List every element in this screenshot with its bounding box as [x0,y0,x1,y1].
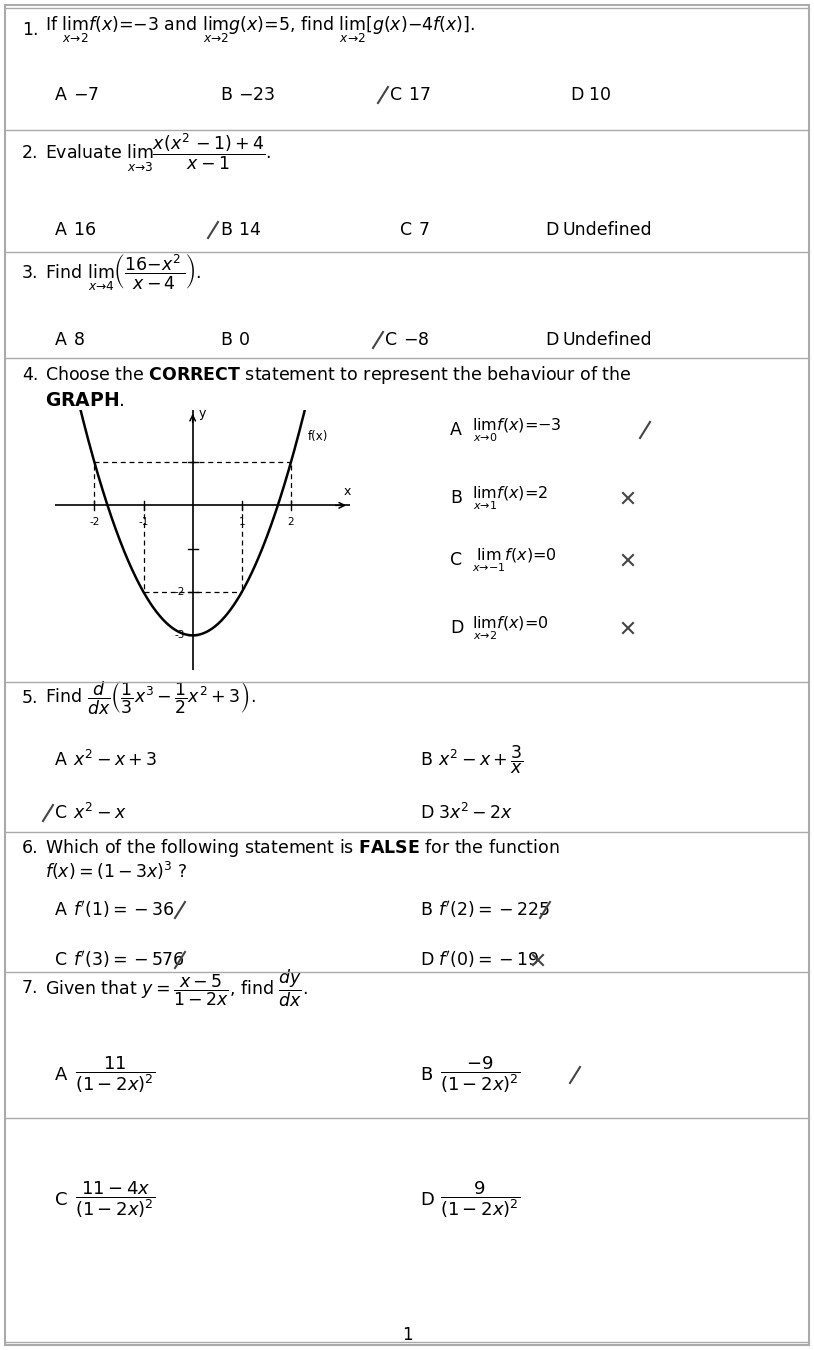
Text: C: C [55,805,67,822]
Text: $8$: $8$ [73,331,85,350]
Text: $\mathbf{GRAPH}$.: $\mathbf{GRAPH}$. [45,390,125,409]
Text: $-7$: $-7$ [73,86,99,104]
Text: 1: 1 [239,517,245,528]
Text: $-8$: $-8$ [403,331,429,350]
Text: $f(x) = (1-3x)^3$ ?: $f(x) = (1-3x)^3$ ? [45,860,187,882]
Text: Given that $y = \dfrac{x-5}{1-2x}$, find $\dfrac{dy}{dx}$.: Given that $y = \dfrac{x-5}{1-2x}$, find… [45,968,308,1008]
Text: A: A [55,221,67,239]
Text: $17$: $17$ [408,86,431,104]
Text: Which of the following statement is $\mathbf{FALSE}$ for the function: Which of the following statement is $\ma… [45,837,560,859]
Text: $f'(1) = -36$: $f'(1) = -36$ [73,899,175,921]
Text: $x^2 - x$: $x^2 - x$ [73,803,126,824]
Text: D: D [545,331,558,350]
Text: A: A [55,331,67,350]
Text: B: B [450,489,462,508]
Text: 7.: 7. [22,979,38,998]
Text: If $\lim_{x\to 2} f(x) = -3$ and $\lim_{x\to 2} g(x) = 5$, find $\lim_{x\to 2}[g: If $\lim_{x\to 2} f(x) = -3$ and $\lim_{… [45,15,475,45]
Text: B: B [420,900,432,919]
Text: 2: 2 [287,517,295,528]
Text: C: C [390,86,402,104]
Text: x: x [344,485,351,498]
Text: C: C [55,950,67,969]
Text: -2: -2 [175,587,186,597]
Text: 1: 1 [401,1326,413,1345]
Text: -2: -2 [90,517,99,528]
Text: A: A [55,86,67,104]
Text: 5.: 5. [22,688,38,707]
Text: D: D [570,86,584,104]
Text: Find $\lim_{x\to 4}\left(\dfrac{16-x^2}{x-4}\right)$.: Find $\lim_{x\to 4}\left(\dfrac{16-x^2}{… [45,252,201,293]
Text: Undefined: Undefined [563,221,653,239]
Text: B: B [220,86,232,104]
Text: $\lim_{x\to 2} f(x) = 0$: $\lim_{x\to 2} f(x) = 0$ [472,614,549,641]
Text: C: C [450,551,462,568]
Text: A: A [55,900,67,919]
Text: D: D [420,950,433,969]
Text: C: C [400,221,412,239]
Text: $\dfrac{-9}{(1-2x)^2}$: $\dfrac{-9}{(1-2x)^2}$ [440,1054,520,1095]
Text: -3: -3 [175,630,186,640]
Text: $\dfrac{11-4x}{(1-2x)^2}$: $\dfrac{11-4x}{(1-2x)^2}$ [75,1180,155,1220]
Text: $x^2 - x + 3$: $x^2 - x + 3$ [73,751,157,769]
Text: $\lim_{x\to 1} f(x) = 2$: $\lim_{x\to 1} f(x) = 2$ [472,485,548,512]
Text: B: B [420,1066,432,1084]
Text: 4.: 4. [22,366,38,383]
Text: C: C [55,1191,68,1210]
Text: D: D [545,221,558,239]
Text: A: A [55,751,67,769]
Text: -1: -1 [138,517,149,528]
Text: $\lim_{x\to 0} f(x) = -3$: $\lim_{x\to 0} f(x) = -3$ [472,416,562,444]
Text: $0$: $0$ [238,331,250,350]
Text: 1.: 1. [22,22,38,39]
Text: Choose the $\mathbf{CORRECT}$ statement to represent the behaviour of the: Choose the $\mathbf{CORRECT}$ statement … [45,364,632,386]
Text: Evaluate $\lim_{x\to 3} \dfrac{x(x^2-1)+4}{x-1}$.: Evaluate $\lim_{x\to 3} \dfrac{x(x^2-1)+… [45,132,272,174]
Text: $\lim_{x\to -1} f(x) = 0$: $\lim_{x\to -1} f(x) = 0$ [472,547,557,574]
Text: A: A [450,421,462,439]
Text: B: B [420,751,432,769]
Text: B: B [220,331,232,350]
Text: 2.: 2. [22,144,38,162]
Text: D: D [420,1191,434,1210]
Text: A: A [55,1066,68,1084]
Text: $3x^2 - 2x$: $3x^2 - 2x$ [438,803,513,824]
Text: $16$: $16$ [73,221,96,239]
Text: $10$: $10$ [588,86,611,104]
Text: D: D [420,805,433,822]
Text: Undefined: Undefined [563,331,653,350]
Text: B: B [220,221,232,239]
Text: 3.: 3. [22,265,38,282]
Text: Find $\dfrac{d}{dx}\left(\dfrac{1}{3}x^3 - \dfrac{1}{2}x^2 + 3\right)$.: Find $\dfrac{d}{dx}\left(\dfrac{1}{3}x^3… [45,679,256,717]
Text: $\dfrac{9}{(1-2x)^2}$: $\dfrac{9}{(1-2x)^2}$ [440,1180,520,1220]
Text: y: y [199,406,206,420]
Text: D: D [450,620,463,637]
Text: $14$: $14$ [238,221,261,239]
Text: $f'(3) = -576$: $f'(3) = -576$ [73,949,185,971]
Text: $x^2 - x + \dfrac{3}{x}$: $x^2 - x + \dfrac{3}{x}$ [438,744,523,776]
Text: C: C [385,331,397,350]
Text: $f'(2) = -225$: $f'(2) = -225$ [438,899,550,921]
Text: $7$: $7$ [418,221,430,239]
Text: 6.: 6. [22,838,38,857]
Text: f(x): f(x) [309,429,329,443]
Text: $f'(0) = -19$: $f'(0) = -19$ [438,949,540,971]
Text: $\dfrac{11}{(1-2x)^2}$: $\dfrac{11}{(1-2x)^2}$ [75,1054,155,1095]
Text: $-23$: $-23$ [238,86,275,104]
